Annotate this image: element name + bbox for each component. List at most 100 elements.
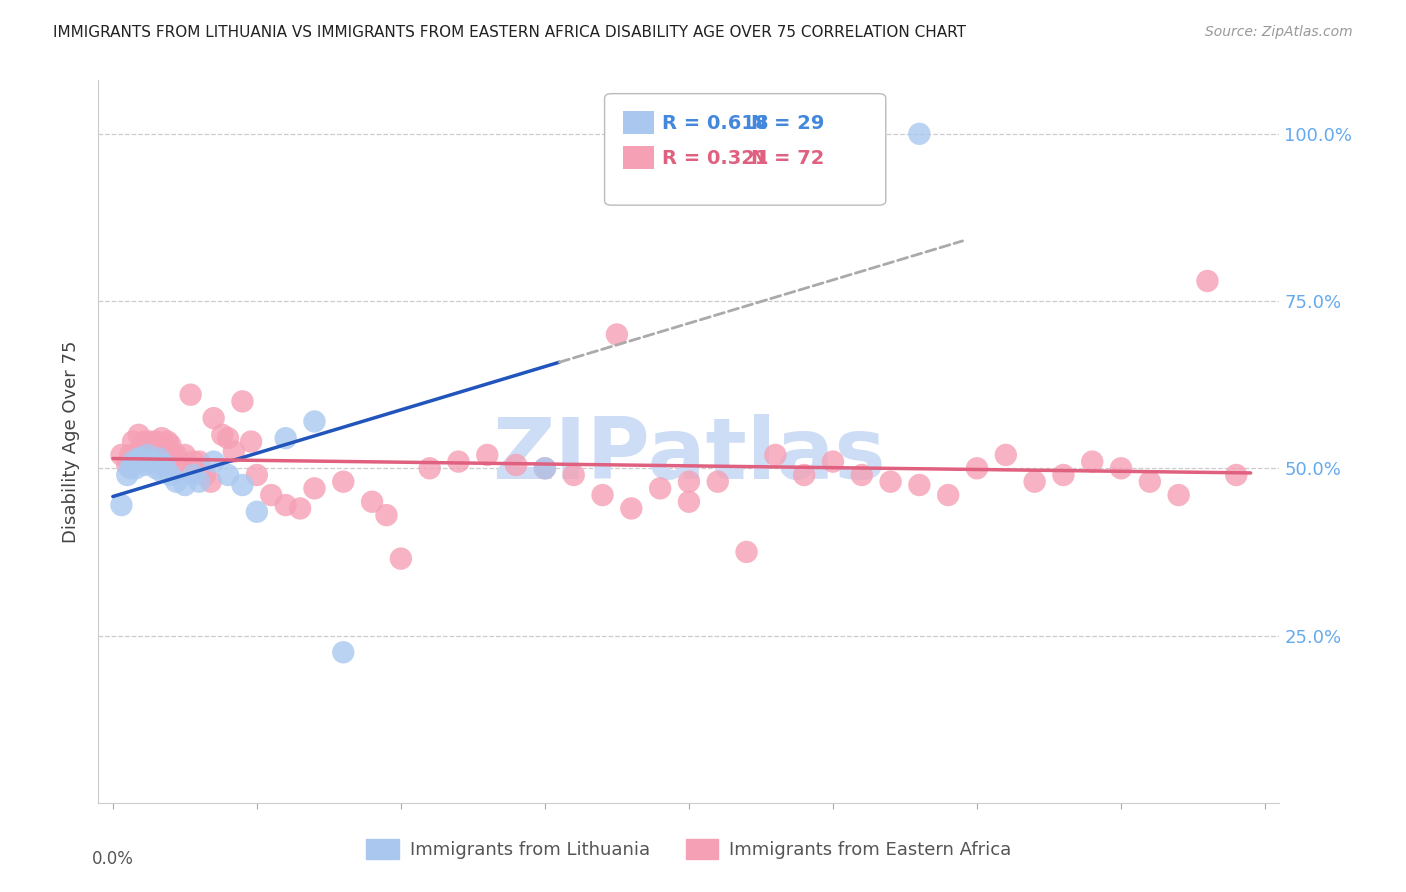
Point: [1167, 488, 1189, 502]
Point: [505, 458, 527, 472]
Point: [136, 448, 159, 462]
Point: [562, 467, 585, 482]
Legend: Immigrants from Lithuania, Immigrants from Eastern Africa: Immigrants from Lithuania, Immigrants fr…: [359, 831, 1019, 866]
Point: [110, 498, 132, 512]
Point: [332, 475, 354, 489]
Point: [222, 444, 245, 458]
Point: [188, 455, 211, 469]
Text: N = 29: N = 29: [751, 113, 824, 133]
Point: [1139, 475, 1161, 489]
Point: [966, 461, 988, 475]
Point: [1197, 274, 1219, 288]
Point: [170, 461, 193, 475]
Point: [361, 494, 384, 508]
Point: [231, 478, 253, 492]
Point: [304, 482, 326, 496]
Point: [447, 455, 470, 469]
Point: [879, 475, 901, 489]
Point: [139, 455, 162, 469]
Point: [477, 448, 499, 462]
Point: [128, 451, 150, 466]
Point: [153, 442, 176, 455]
Point: [240, 434, 263, 449]
Point: [165, 448, 187, 462]
Point: [332, 645, 354, 659]
Point: [122, 434, 145, 449]
Point: [1225, 467, 1247, 482]
Point: [159, 467, 181, 482]
Point: [134, 434, 156, 449]
Point: [136, 442, 159, 455]
Point: [120, 448, 142, 462]
Point: [131, 442, 153, 455]
Point: [145, 461, 167, 475]
Point: [246, 467, 269, 482]
Point: [167, 455, 190, 469]
Point: [678, 475, 700, 489]
Point: [183, 467, 205, 482]
Point: [763, 448, 786, 462]
Point: [211, 427, 233, 442]
Point: [115, 458, 138, 472]
Point: [194, 467, 217, 482]
Point: [606, 327, 628, 342]
Point: [274, 431, 297, 445]
Point: [122, 455, 145, 469]
Point: [375, 508, 398, 523]
Point: [153, 458, 176, 472]
Point: [706, 475, 728, 489]
Text: ZIPatlas: ZIPatlas: [492, 415, 886, 498]
Point: [148, 442, 170, 455]
Point: [936, 488, 959, 502]
Point: [183, 455, 205, 469]
Point: [217, 431, 239, 445]
Point: [202, 455, 225, 469]
Point: [173, 478, 195, 492]
Point: [821, 455, 844, 469]
Point: [534, 461, 557, 475]
Point: [217, 467, 239, 482]
Point: [148, 451, 170, 466]
Point: [620, 501, 643, 516]
Point: [908, 127, 931, 141]
Point: [131, 451, 153, 466]
Text: IMMIGRANTS FROM LITHUANIA VS IMMIGRANTS FROM EASTERN AFRICA DISABILITY AGE OVER : IMMIGRANTS FROM LITHUANIA VS IMMIGRANTS …: [53, 25, 966, 40]
Point: [908, 478, 931, 492]
Point: [150, 465, 173, 479]
Point: [1109, 461, 1132, 475]
Text: 0.0%: 0.0%: [91, 850, 134, 868]
Point: [134, 458, 156, 472]
Point: [142, 451, 165, 466]
Point: [202, 411, 225, 425]
Point: [735, 545, 758, 559]
Point: [231, 394, 253, 409]
Point: [110, 448, 132, 462]
Point: [592, 488, 614, 502]
Point: [125, 448, 148, 462]
Point: [389, 551, 412, 566]
Point: [650, 482, 672, 496]
Text: Source: ZipAtlas.com: Source: ZipAtlas.com: [1205, 25, 1353, 39]
Point: [150, 431, 173, 445]
Text: R = 0.321: R = 0.321: [662, 149, 769, 169]
Point: [145, 434, 167, 449]
Point: [165, 475, 187, 489]
Point: [1052, 467, 1074, 482]
Point: [419, 461, 441, 475]
Point: [851, 467, 873, 482]
Text: R = 0.618: R = 0.618: [662, 113, 769, 133]
Point: [1024, 475, 1046, 489]
Point: [128, 427, 150, 442]
Point: [274, 498, 297, 512]
Point: [159, 438, 181, 452]
Point: [139, 434, 162, 449]
Point: [534, 461, 557, 475]
Point: [180, 387, 202, 401]
Y-axis label: Disability Age Over 75: Disability Age Over 75: [62, 340, 80, 543]
Point: [120, 461, 142, 475]
Point: [304, 414, 326, 429]
Point: [288, 501, 311, 516]
Point: [115, 467, 138, 482]
Point: [678, 494, 700, 508]
Point: [260, 488, 283, 502]
